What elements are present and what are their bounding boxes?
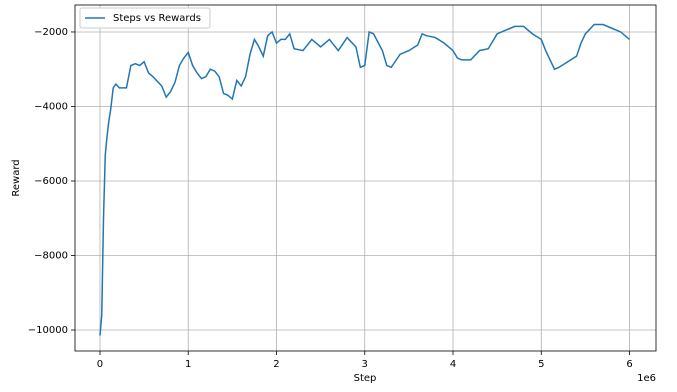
- plot-frame: [74, 4, 657, 352]
- y-tick-label: −2000: [34, 27, 68, 38]
- legend-box: [79, 7, 211, 29]
- y-axis-label: Reward: [11, 159, 22, 196]
- y-tick-label: −10000: [28, 325, 68, 336]
- x-tick-label: 2: [273, 359, 279, 370]
- x-tick-label: 6: [626, 359, 632, 370]
- x-tick-label: 3: [362, 359, 368, 370]
- y-tick-label: −8000: [34, 251, 68, 262]
- x-tick-label: 1: [185, 359, 191, 370]
- x-tick-label: 5: [538, 359, 544, 370]
- x-tick-label: 4: [450, 359, 456, 370]
- legend-label: Steps vs Rewards: [113, 13, 201, 24]
- x-offset-label: 1e6: [637, 373, 656, 384]
- x-axis-label: Step: [354, 373, 377, 384]
- y-tick-label: −4000: [34, 101, 68, 112]
- x-tick-label: 0: [97, 359, 103, 370]
- y-tick-label: −6000: [34, 176, 68, 187]
- data-line: [99, 23, 631, 336]
